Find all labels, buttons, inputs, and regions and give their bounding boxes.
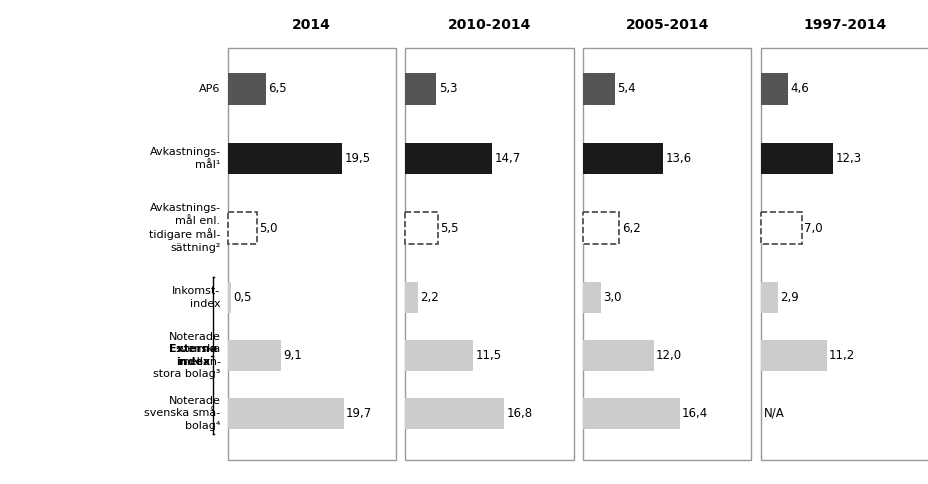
Text: 11,2: 11,2 (828, 349, 855, 362)
Text: Inkomst-
index: Inkomst- index (172, 287, 220, 309)
Bar (760, 143, 832, 174)
Bar (227, 73, 265, 105)
Text: 4,6: 4,6 (789, 82, 808, 95)
Text: 12,0: 12,0 (655, 349, 681, 362)
Bar (405, 143, 491, 174)
Bar (583, 340, 653, 371)
Text: 5,4: 5,4 (616, 82, 635, 95)
Text: 7,0: 7,0 (804, 222, 822, 235)
Text: 6,5: 6,5 (268, 82, 287, 95)
Bar (583, 397, 678, 429)
Text: 9,1: 9,1 (283, 349, 302, 362)
Text: 19,5: 19,5 (344, 152, 370, 165)
Bar (760, 73, 787, 105)
Bar (405, 212, 437, 244)
Text: Avkastnings-
mål¹: Avkastnings- mål¹ (149, 147, 220, 170)
Text: 2,9: 2,9 (780, 291, 798, 304)
Text: 16,8: 16,8 (506, 407, 532, 420)
Text: 11,5: 11,5 (475, 349, 501, 362)
Text: 16,4: 16,4 (681, 407, 707, 420)
Text: 12,3: 12,3 (834, 152, 860, 165)
Bar (760, 282, 777, 314)
Bar (760, 212, 801, 244)
Bar (227, 282, 230, 314)
Bar (227, 212, 257, 244)
Bar (405, 48, 574, 460)
Bar (405, 282, 418, 314)
Bar (583, 212, 619, 244)
Text: 5,5: 5,5 (440, 222, 458, 235)
Bar (760, 340, 826, 371)
Text: 0,5: 0,5 (233, 291, 251, 304)
Text: Noterade
svenska
mellan-
stora bolag³: Noterade svenska mellan- stora bolag³ (153, 332, 220, 379)
Bar (583, 48, 751, 460)
Bar (583, 143, 663, 174)
Text: 14,7: 14,7 (494, 152, 520, 165)
Bar (405, 73, 436, 105)
Text: N/A: N/A (763, 407, 783, 420)
Bar (227, 397, 343, 429)
Text: 3,0: 3,0 (602, 291, 621, 304)
Bar (583, 73, 614, 105)
Text: Avkastnings-
mål enl.
tidigare mål-
sättning²: Avkastnings- mål enl. tidigare mål- sätt… (149, 203, 220, 253)
Text: 2005-2014: 2005-2014 (625, 18, 708, 32)
Bar (760, 48, 928, 460)
Text: 19,7: 19,7 (345, 407, 372, 420)
Text: 2014: 2014 (292, 18, 331, 32)
Bar (227, 340, 281, 371)
Text: Externa
index: Externa index (169, 344, 217, 367)
Text: 2,2: 2,2 (420, 291, 439, 304)
Text: 13,6: 13,6 (664, 152, 690, 165)
Bar (227, 143, 342, 174)
Text: 6,2: 6,2 (621, 222, 640, 235)
Bar (227, 48, 395, 460)
Bar (405, 397, 504, 429)
Text: 1997-2014: 1997-2014 (803, 18, 885, 32)
Bar (405, 340, 472, 371)
Text: AP6: AP6 (199, 84, 220, 94)
Text: Noterade
svenska små-
bolag⁴: Noterade svenska små- bolag⁴ (144, 396, 220, 431)
Text: 2010-2014: 2010-2014 (447, 18, 531, 32)
Text: 5,0: 5,0 (259, 222, 277, 235)
Bar (583, 282, 600, 314)
Text: 5,3: 5,3 (438, 82, 457, 95)
